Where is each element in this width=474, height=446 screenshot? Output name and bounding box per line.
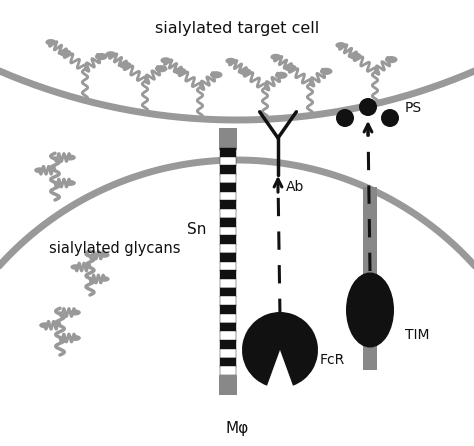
Ellipse shape [39,322,50,328]
Bar [220,157,236,166]
Bar [220,270,236,280]
Ellipse shape [70,335,81,341]
Bar [220,200,236,210]
Ellipse shape [34,167,45,173]
Ellipse shape [65,180,76,186]
Ellipse shape [349,53,362,60]
Ellipse shape [385,56,398,63]
Bar [220,366,236,376]
Ellipse shape [71,264,81,270]
Bar [220,235,236,244]
Ellipse shape [70,310,81,315]
Bar [220,244,236,253]
Ellipse shape [46,39,56,45]
Bar [220,331,236,341]
Circle shape [381,109,399,127]
Bar [220,174,236,183]
Ellipse shape [226,58,236,64]
Ellipse shape [336,42,346,48]
Bar [220,279,236,288]
Bar [220,227,236,236]
Bar [220,253,236,262]
Bar [220,297,236,306]
Ellipse shape [284,64,297,71]
Ellipse shape [99,252,109,258]
Ellipse shape [320,68,332,75]
Ellipse shape [119,62,131,69]
Bar [220,314,236,323]
Ellipse shape [270,54,281,60]
Bar [220,322,236,332]
Ellipse shape [155,65,167,72]
Text: FcR: FcR [320,353,345,367]
Ellipse shape [174,68,186,75]
Text: Mφ: Mφ [225,421,249,435]
Bar [220,218,236,227]
Bar [220,340,236,349]
Bar [220,305,236,314]
Ellipse shape [99,276,109,282]
Bar [220,192,236,201]
Text: TIM: TIM [405,328,429,342]
Ellipse shape [59,50,72,57]
Text: Ab: Ab [286,180,304,194]
Bar [220,288,236,297]
Text: sialylated target cell: sialylated target cell [155,21,319,36]
Ellipse shape [239,68,252,75]
Ellipse shape [105,51,116,58]
Circle shape [336,109,354,127]
Bar [220,349,236,358]
Bar [220,261,236,271]
Bar [219,128,237,150]
Bar [220,209,236,219]
Bar [220,358,236,367]
Text: PS: PS [405,101,422,115]
Ellipse shape [160,57,171,64]
Wedge shape [242,312,318,386]
Ellipse shape [95,53,108,60]
Text: Sn: Sn [187,223,206,238]
Ellipse shape [65,154,76,161]
Bar [220,148,236,157]
Ellipse shape [275,72,288,79]
Bar [219,375,237,395]
Circle shape [359,98,377,116]
Text: sialylated glycans: sialylated glycans [49,240,181,256]
Bar [220,165,236,175]
Bar [363,186,377,370]
Ellipse shape [346,273,394,347]
Bar [220,183,236,192]
Ellipse shape [210,71,222,78]
